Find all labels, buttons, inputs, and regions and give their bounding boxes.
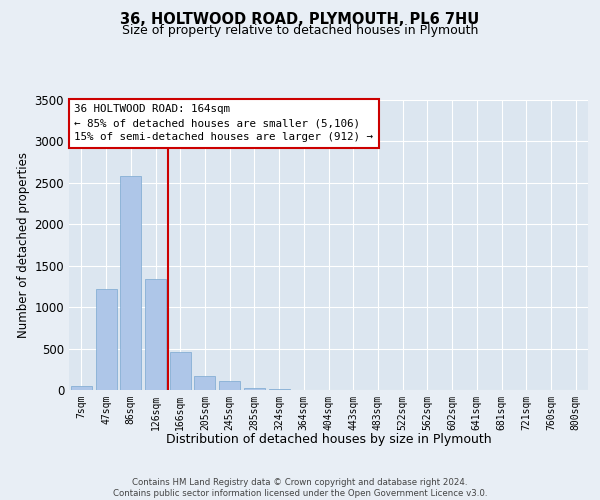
Bar [244,388,265,390]
Y-axis label: Number of detached properties: Number of detached properties [17,152,31,338]
Bar [219,381,240,390]
Text: Contains HM Land Registry data © Crown copyright and database right 2024.
Contai: Contains HM Land Registry data © Crown c… [113,478,487,498]
Text: 36 HOLTWOOD ROAD: 164sqm
← 85% of detached houses are smaller (5,106)
15% of sem: 36 HOLTWOOD ROAD: 164sqm ← 85% of detach… [74,104,373,142]
Text: Size of property relative to detached houses in Plymouth: Size of property relative to detached ho… [122,24,478,37]
Text: Distribution of detached houses by size in Plymouth: Distribution of detached houses by size … [166,432,491,446]
Bar [269,389,290,390]
Text: 36, HOLTWOOD ROAD, PLYMOUTH, PL6 7HU: 36, HOLTWOOD ROAD, PLYMOUTH, PL6 7HU [121,12,479,28]
Bar [145,279,166,390]
Bar [95,289,116,390]
Bar [120,176,141,390]
Bar [194,376,215,390]
Bar [71,386,92,390]
Bar [170,352,191,390]
